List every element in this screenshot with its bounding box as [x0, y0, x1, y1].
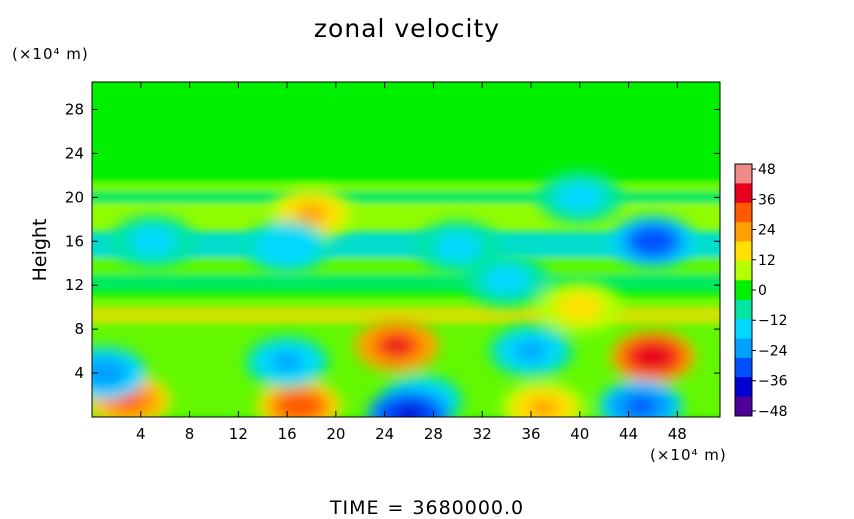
x-tick-label: 12 — [229, 425, 248, 443]
x-tick-label: 28 — [424, 425, 443, 443]
x-tick-label: 40 — [570, 425, 589, 443]
velocity-feature — [354, 319, 439, 372]
velocity-band — [92, 296, 720, 308]
colorbar-swatch — [735, 357, 752, 378]
contour-level — [625, 396, 656, 416]
velocity-feature — [92, 347, 147, 400]
contour-level — [272, 352, 303, 372]
colorbar-tick-label: 48 — [758, 162, 776, 178]
colorbar-swatch — [735, 299, 752, 320]
velocity-feature — [610, 330, 695, 383]
colorbar-tick-label: 12 — [758, 253, 776, 269]
contour-level — [272, 237, 303, 257]
contour-level — [528, 398, 559, 417]
x-tick-label: 36 — [521, 425, 540, 443]
colorbar-swatch — [735, 280, 752, 301]
contour-level — [637, 347, 668, 367]
colorbar-swatch — [735, 183, 752, 204]
velocity-band — [92, 274, 720, 291]
velocity-feature — [415, 220, 500, 273]
x-axis: 4 8 12 16 20 24 28 32 36 40 44 48 — [136, 82, 687, 443]
contour-level — [491, 270, 522, 290]
velocity-feature — [464, 253, 549, 306]
velocity-band — [92, 257, 720, 275]
colorbar-tick-label: −48 — [758, 404, 788, 420]
x-tick-label: 48 — [668, 425, 687, 443]
y-tick-label: 28 — [65, 100, 84, 118]
time-label: TIME — [329, 497, 380, 519]
x-tick-label: 20 — [326, 425, 345, 443]
colorbar-swatch — [735, 260, 752, 281]
colorbar-swatch — [735, 338, 752, 359]
x-tick-label: 4 — [136, 425, 146, 443]
time-readout: TIME = 3680000.0 — [0, 497, 854, 519]
colorbar-swatch — [735, 202, 752, 223]
contour-level — [515, 341, 546, 361]
x-tick-label: 32 — [473, 425, 492, 443]
velocity-feature — [245, 336, 330, 389]
velocity-band — [92, 180, 720, 192]
colorbar-tick-label: 24 — [758, 223, 776, 239]
contour-level — [284, 396, 315, 416]
y-axis: 4 8 12 16 20 24 28 — [65, 100, 720, 382]
contour-level — [564, 187, 595, 207]
contour-level — [92, 363, 120, 383]
y-tick-label: 12 — [65, 276, 84, 294]
y-tick-label: 20 — [65, 188, 84, 206]
colorbar-tick-label: −36 — [758, 374, 788, 390]
feature-layer — [92, 171, 695, 417]
contour-level — [137, 231, 168, 251]
contour-level — [296, 204, 327, 224]
colorbar-swatch — [735, 319, 752, 339]
velocity-feature — [110, 215, 195, 268]
plot-frame — [91, 81, 721, 418]
colorbar: 48 36 24 12 0 −12 −24 −36 −48 — [734, 162, 788, 420]
velocity-field — [92, 82, 720, 417]
contour-level — [442, 237, 473, 257]
velocity-band — [92, 191, 720, 203]
x-axis-unit: (×10⁴ m) — [650, 446, 727, 464]
colorbar-tick-label: −24 — [758, 343, 788, 359]
y-axis-unit: (×10⁴ m) — [12, 45, 89, 63]
time-value: 3680000.0 — [412, 497, 525, 519]
y-tick-label: 24 — [65, 144, 84, 162]
y-tick-label: 8 — [74, 320, 84, 338]
contour-level — [381, 336, 412, 356]
velocity-feature — [610, 215, 695, 268]
colorbar-tick-label: 0 — [758, 283, 767, 299]
y-tick-label: 16 — [65, 232, 84, 250]
colorbar-tick-label: 36 — [758, 192, 776, 208]
colorbar-swatch — [735, 396, 752, 417]
x-tick-label: 16 — [278, 425, 297, 443]
velocity-feature — [537, 171, 622, 224]
time-equals: = — [387, 497, 405, 519]
colorbar-tick-label: −12 — [758, 313, 788, 329]
velocity-feature — [367, 388, 452, 417]
velocity-feature — [488, 325, 573, 378]
colorbar-swatch — [735, 241, 752, 262]
chart-title: zonal velocity — [313, 14, 501, 43]
x-tick-label: 44 — [619, 425, 638, 443]
colorbar-swatch — [735, 164, 752, 184]
contour-level — [564, 297, 595, 317]
x-tick-label: 24 — [375, 425, 394, 443]
colorbar-swatch — [735, 377, 752, 398]
velocity-feature — [257, 380, 342, 417]
velocity-feature — [537, 281, 622, 334]
velocity-feature — [245, 220, 330, 273]
velocity-feature — [598, 380, 683, 417]
contour-level — [394, 405, 425, 417]
y-tick-label: 4 — [74, 364, 84, 382]
colorbar-swatch — [735, 222, 752, 243]
contour-level — [637, 231, 668, 251]
x-tick-label: 8 — [185, 425, 195, 443]
